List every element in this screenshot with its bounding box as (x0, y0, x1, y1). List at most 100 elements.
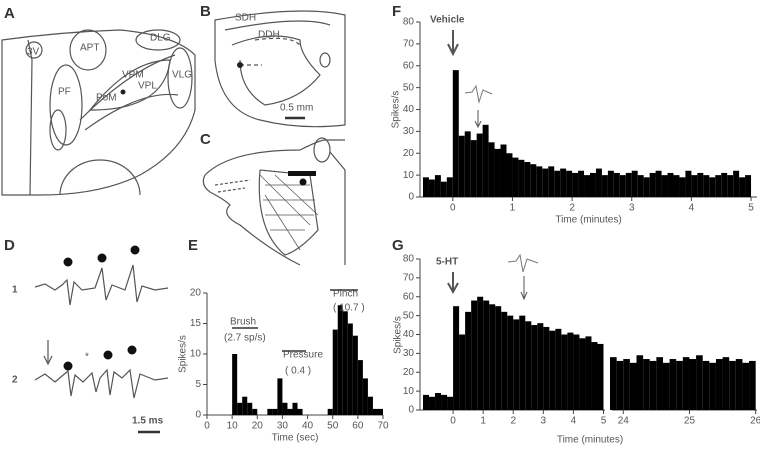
bar (536, 166, 543, 197)
bar (519, 315, 526, 410)
bar (524, 162, 531, 197)
bar (362, 378, 368, 415)
bar (555, 328, 562, 410)
x-tick-label: 0 (450, 203, 456, 214)
bar (561, 334, 568, 410)
bar (629, 362, 637, 410)
x-tick-label: 60 (352, 421, 364, 432)
bar (661, 175, 668, 197)
bar (367, 396, 373, 415)
arrow (447, 272, 459, 295)
bar (573, 334, 580, 410)
bar (297, 408, 303, 415)
bar (458, 135, 465, 197)
bar (589, 172, 596, 197)
bar (470, 140, 477, 197)
bar (584, 175, 590, 197)
bar (619, 175, 626, 197)
bar (247, 402, 253, 415)
bar (673, 175, 680, 197)
bar (643, 177, 650, 197)
bar (506, 153, 513, 197)
bar (428, 179, 435, 197)
x-tick-label: 3 (541, 416, 547, 427)
trace-label: 1 (12, 285, 18, 296)
bar (429, 396, 436, 410)
y-tick-label: 50 (403, 82, 415, 93)
y-axis-label: Spikes/s (393, 316, 404, 354)
annotation: ( 10.7 ) (333, 303, 365, 314)
y-tick-label: 80 (403, 254, 415, 265)
bar (702, 360, 710, 410)
bar (679, 177, 686, 197)
scale-label: 0.5 mm (280, 103, 313, 114)
bar (347, 323, 353, 415)
bar (423, 394, 430, 410)
chart-title: 5-HT (436, 257, 458, 268)
bar (722, 357, 730, 410)
region-label: APT (80, 43, 99, 54)
bar (656, 357, 663, 410)
region-label: PoM (96, 93, 117, 104)
bar (542, 168, 549, 197)
electrode-tip (237, 62, 243, 68)
x-axis-label: Time (sec) (272, 433, 319, 444)
asterisk: * (85, 352, 89, 363)
scale-label: 1.5 ms (132, 416, 164, 427)
bar (676, 360, 683, 410)
bar (709, 177, 716, 197)
bar (531, 325, 538, 410)
bar (471, 300, 478, 410)
x-tick-label: 0 (450, 416, 456, 427)
x-tick-label: 70 (377, 421, 389, 432)
bar (543, 326, 550, 410)
bar (649, 360, 657, 410)
bar (327, 408, 333, 415)
bar (282, 402, 288, 415)
arrow (520, 276, 528, 301)
x-tick-label: 0 (204, 421, 210, 432)
bar (739, 177, 746, 197)
y-tick-label: 0 (195, 410, 201, 421)
panel-label: G (392, 237, 404, 254)
y-tick-label: 30 (403, 126, 415, 137)
bar (579, 338, 586, 410)
annotation: (2.7 sp/s) (224, 333, 266, 344)
bar (578, 170, 585, 197)
bar (337, 305, 343, 415)
bar (272, 408, 278, 415)
bar (595, 168, 602, 197)
x-tick-label: 2 (510, 416, 516, 427)
bar (332, 329, 338, 415)
bar (452, 70, 459, 197)
bar (357, 360, 363, 415)
arrow (474, 110, 482, 129)
bar (709, 362, 716, 410)
bar (512, 157, 519, 197)
bar (476, 133, 483, 197)
bar (697, 172, 704, 197)
bar (729, 360, 736, 410)
bar (749, 360, 756, 410)
x-tick-label: 4 (689, 203, 695, 214)
bar (597, 343, 604, 410)
bar (662, 362, 670, 410)
y-tick-label: 10 (190, 349, 202, 360)
bar (703, 175, 710, 197)
bar (560, 168, 567, 197)
bar (342, 311, 348, 415)
bar (567, 332, 574, 410)
brain-section (1, 29, 196, 196)
x-tick-label: 5 (601, 416, 607, 427)
bar (530, 164, 537, 197)
y-tick-label: 20 (403, 148, 415, 159)
x-axis-label: Time (minutes) (557, 435, 623, 446)
bar (352, 335, 358, 415)
y-tick-label: 30 (403, 348, 415, 359)
probe (288, 171, 316, 176)
panel-label: D (4, 237, 15, 254)
bar (267, 408, 273, 415)
x-tick-label: 1 (510, 203, 516, 214)
x-tick-label: 50 (327, 421, 339, 432)
x-tick-label: 5 (748, 203, 754, 214)
